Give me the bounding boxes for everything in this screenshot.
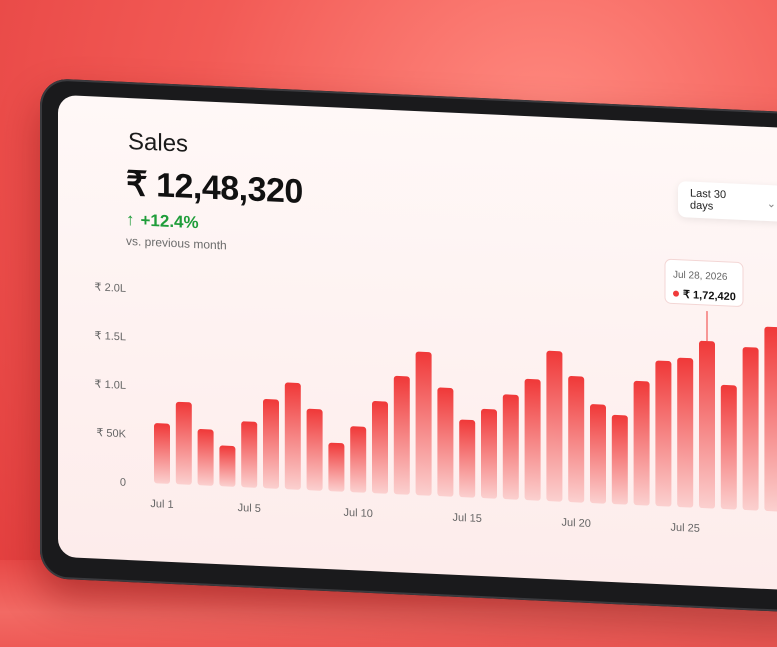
- y-tick-label: ₹ 2.0L: [95, 281, 126, 294]
- chart-bar[interactable]: [720, 384, 737, 510]
- chart-bar[interactable]: [328, 442, 345, 492]
- chart-bar[interactable]: [393, 375, 410, 495]
- y-tick-label: ₹ 1.0L: [95, 378, 126, 391]
- y-tick-label: 0: [120, 477, 126, 489]
- chart-bar[interactable]: [502, 394, 519, 500]
- x-tick-label: Jul 15: [453, 512, 482, 525]
- chart-bar[interactable]: [699, 340, 715, 509]
- chart-bar[interactable]: [633, 380, 650, 506]
- chart-bar[interactable]: [350, 426, 367, 493]
- tooltip-dot: [673, 290, 679, 297]
- chart-bar[interactable]: [524, 378, 541, 501]
- chart-bar[interactable]: [677, 357, 694, 508]
- chart-bar[interactable]: [175, 401, 192, 485]
- chart-bar[interactable]: [263, 399, 279, 489]
- chart-bar[interactable]: [372, 401, 388, 494]
- chart-bar[interactable]: [611, 414, 628, 505]
- chart-bar[interactable]: [415, 351, 432, 496]
- x-tick-label: Jul 25: [671, 522, 700, 535]
- chart-bar[interactable]: [197, 429, 214, 486]
- chart-bar[interactable]: [154, 423, 170, 484]
- tablet-device: Sales ₹ 12,48,320 ↑ +12.4% vs. previous …: [40, 78, 777, 614]
- chart-bar[interactable]: [284, 382, 301, 490]
- chart-bar[interactable]: [437, 387, 454, 497]
- sales-dashboard-screen: Sales ₹ 12,48,320 ↑ +12.4% vs. previous …: [58, 94, 777, 592]
- chart-bar[interactable]: [742, 347, 759, 511]
- chart-bar[interactable]: [481, 408, 497, 499]
- chart-bar[interactable]: [655, 360, 672, 507]
- tooltip-box: [664, 258, 744, 307]
- chart-bar[interactable]: [568, 376, 585, 503]
- chart-bar[interactable]: [459, 419, 476, 498]
- chart-bar[interactable]: [546, 350, 563, 502]
- chart-bar[interactable]: [219, 445, 236, 487]
- chart-bar[interactable]: [764, 326, 777, 512]
- x-tick-label: Jul 5: [238, 502, 261, 515]
- tooltip-date: Jul 28, 2026: [673, 270, 728, 283]
- chart-bar[interactable]: [306, 408, 323, 491]
- x-tick-label: Jul 1: [150, 498, 173, 511]
- y-tick-label: ₹ 1.5L: [95, 330, 126, 343]
- sales-bar-chart: ₹ 2.0L ₹ 1.5L ₹ 1.0L ₹ 50K 0 Jul 1 Jul 5 Jul 1…: [95, 258, 777, 535]
- y-tick-label: ₹ 50K: [96, 427, 126, 440]
- x-tick-label: Jul 20: [562, 517, 591, 530]
- chart-bar[interactable]: [241, 421, 258, 488]
- tooltip-value: ₹ 1,72,420: [683, 289, 736, 303]
- x-tick-label: Jul 10: [344, 507, 373, 520]
- chart-bar[interactable]: [590, 404, 606, 504]
